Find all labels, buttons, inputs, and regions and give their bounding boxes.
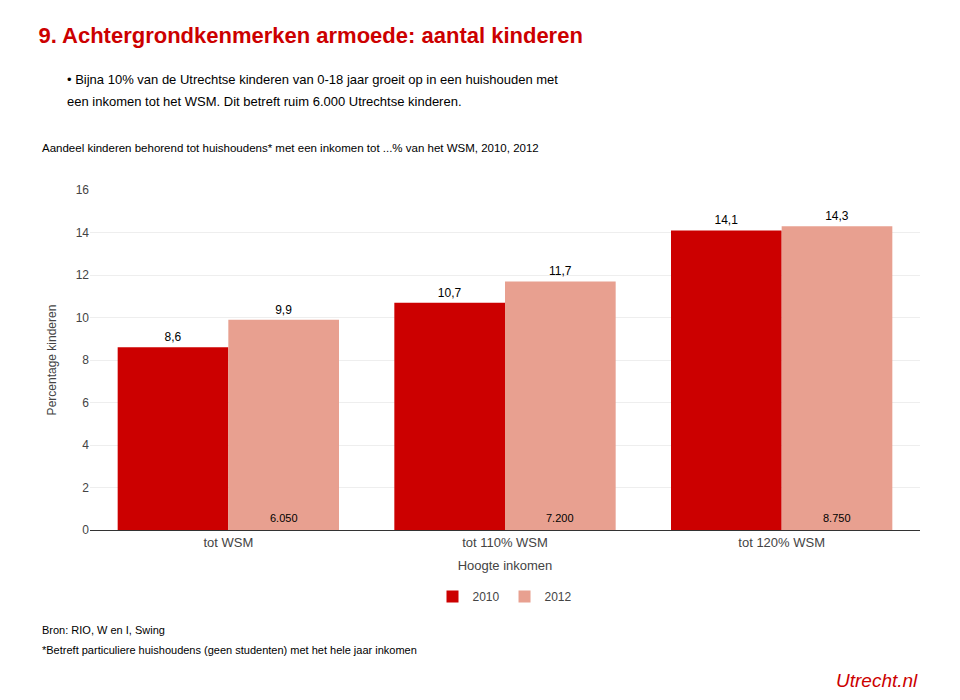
svg-text:14,3: 14,3: [825, 209, 849, 223]
svg-text:• Bijna 10% van de Utrechtse k: • Bijna 10% van de Utrechtse kinderen va…: [67, 72, 558, 87]
svg-text:4: 4: [82, 438, 89, 452]
svg-text:2: 2: [82, 481, 89, 495]
svg-text:0: 0: [82, 523, 89, 537]
svg-text:tot 110% WSM: tot 110% WSM: [462, 535, 548, 550]
svg-text:8,6: 8,6: [164, 330, 181, 344]
svg-text:14: 14: [76, 226, 90, 240]
svg-text:6.050: 6.050: [270, 512, 298, 524]
svg-text:Utrecht.nl: Utrecht.nl: [836, 670, 918, 691]
svg-text:Hoogte inkomen: Hoogte inkomen: [458, 558, 553, 573]
svg-text:2010: 2010: [473, 590, 500, 604]
svg-text:een inkomen tot het WSM. Dit b: een inkomen tot het WSM. Dit betreft rui…: [67, 94, 462, 109]
svg-text:Aandeel kinderen behorend tot: Aandeel kinderen behorend tot huishouden…: [42, 142, 539, 154]
svg-text:tot WSM: tot WSM: [203, 535, 253, 550]
svg-text:2012: 2012: [545, 590, 572, 604]
svg-text:tot 120% WSM: tot 120% WSM: [738, 535, 825, 550]
svg-text:*Betreft particuliere huishoud: *Betreft particuliere huishoudens (geen …: [42, 644, 417, 656]
svg-text:11,7: 11,7: [549, 264, 572, 278]
svg-text:10: 10: [76, 311, 90, 325]
svg-text:8.750: 8.750: [823, 512, 851, 524]
svg-text:9,9: 9,9: [275, 303, 292, 317]
svg-text:14,1: 14,1: [714, 213, 738, 227]
svg-text:10,7: 10,7: [438, 286, 462, 300]
svg-text:9. Achtergrondkenmerken armoed: 9. Achtergrondkenmerken armoede: aantal …: [38, 23, 582, 48]
svg-text:6: 6: [82, 396, 89, 410]
svg-text:16: 16: [76, 183, 90, 197]
svg-text:Percentage kinderen: Percentage kinderen: [45, 305, 59, 416]
svg-text:12: 12: [76, 268, 90, 282]
svg-text:8: 8: [82, 353, 89, 367]
svg-text:7.200: 7.200: [546, 512, 574, 524]
svg-text:Bron: RIO, W en I, Swing: Bron: RIO, W en I, Swing: [42, 624, 165, 636]
